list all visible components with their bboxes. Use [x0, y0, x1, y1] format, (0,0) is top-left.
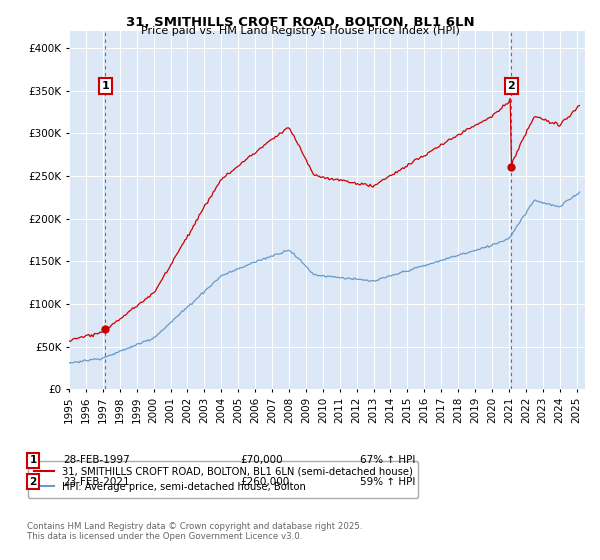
Text: 23-FEB-2021: 23-FEB-2021	[63, 477, 130, 487]
Text: 59% ↑ HPI: 59% ↑ HPI	[360, 477, 415, 487]
Text: 1: 1	[101, 81, 109, 91]
Text: 28-FEB-1997: 28-FEB-1997	[63, 455, 130, 465]
Text: 31, SMITHILLS CROFT ROAD, BOLTON, BL1 6LN: 31, SMITHILLS CROFT ROAD, BOLTON, BL1 6L…	[125, 16, 475, 29]
Legend: 31, SMITHILLS CROFT ROAD, BOLTON, BL1 6LN (semi-detached house), HPI: Average pr: 31, SMITHILLS CROFT ROAD, BOLTON, BL1 6L…	[28, 460, 418, 497]
Text: £260,000: £260,000	[240, 477, 289, 487]
Text: 2: 2	[508, 81, 515, 91]
Text: Contains HM Land Registry data © Crown copyright and database right 2025.
This d: Contains HM Land Registry data © Crown c…	[27, 522, 362, 542]
Text: 2: 2	[29, 477, 37, 487]
Text: £70,000: £70,000	[240, 455, 283, 465]
Text: 1: 1	[29, 455, 37, 465]
Text: 67% ↑ HPI: 67% ↑ HPI	[360, 455, 415, 465]
Text: Price paid vs. HM Land Registry's House Price Index (HPI): Price paid vs. HM Land Registry's House …	[140, 26, 460, 36]
